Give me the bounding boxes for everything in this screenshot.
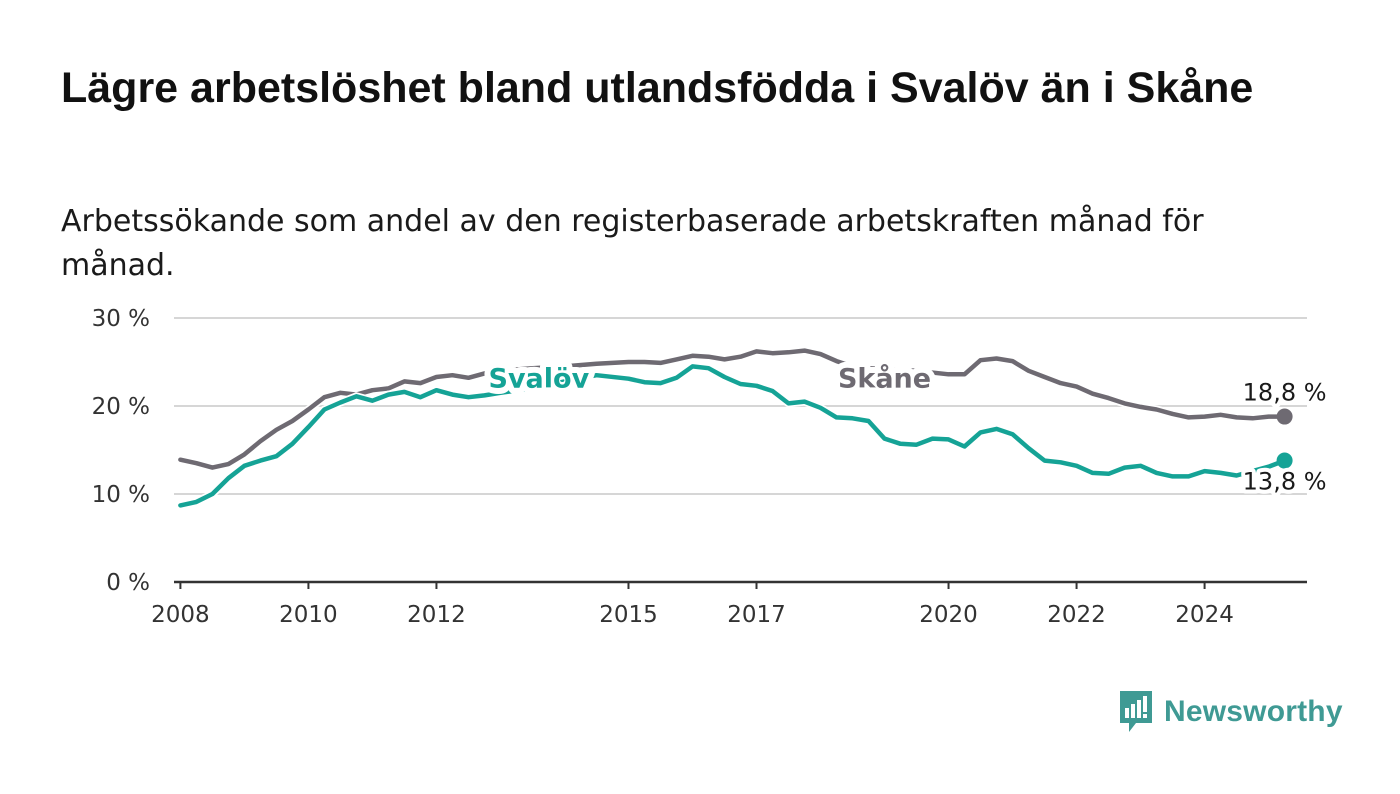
chart-subtitle: Arbetssökande som andel av den registerb… bbox=[61, 204, 1204, 283]
end-label-skane: 18,8 % bbox=[1243, 379, 1327, 407]
newsworthy-logo-icon bbox=[1120, 691, 1152, 732]
end-point-sk-ne bbox=[1276, 408, 1293, 425]
y-tick-label: 20 % bbox=[92, 394, 150, 420]
x-axis: 2008 2010 2012 2015 2017 2020 2022 2024 bbox=[151, 580, 1307, 628]
series-label-skane: Skåne bbox=[838, 363, 931, 395]
y-tick-label: 30 % bbox=[92, 306, 150, 332]
series-label-svalov-halo: Svalöv bbox=[489, 364, 590, 395]
newsworthy-brand: Newsworthy bbox=[1118, 689, 1343, 735]
brand-name: Newsworthy bbox=[1164, 695, 1343, 728]
series-line-halo bbox=[179, 362, 1287, 510]
gridlines bbox=[174, 317, 1307, 495]
y-axis-labels: 0 % 10 % 20 % 30 % bbox=[92, 306, 150, 596]
series-label-skane-halo: Skåne bbox=[838, 363, 931, 395]
end-point-sval-v bbox=[1276, 452, 1293, 469]
end-label-svalov: 13,8 % bbox=[1243, 468, 1327, 496]
x-tick-label: 2012 bbox=[407, 602, 466, 628]
x-tick-label: 2022 bbox=[1047, 602, 1106, 628]
series-line-sk-ne bbox=[178, 348, 1287, 470]
x-tick-label: 2020 bbox=[919, 602, 978, 628]
x-tick-label: 2010 bbox=[279, 602, 338, 628]
end-label-svalov-halo: 13,8 % bbox=[1243, 468, 1327, 496]
chart-title: Lägre arbetslöshet bland utlandsfödda i … bbox=[61, 64, 1254, 112]
series-line-sval-v bbox=[178, 364, 1287, 508]
x-tick-label: 2008 bbox=[151, 602, 210, 628]
x-tick-label: 2024 bbox=[1175, 602, 1234, 628]
x-tick-label: 2015 bbox=[599, 602, 658, 628]
series-line-halo bbox=[179, 346, 1285, 472]
y-tick-label: 10 % bbox=[92, 482, 150, 508]
end-label-skane-halo: 18,8 % bbox=[1243, 379, 1327, 407]
series-lines bbox=[178, 346, 1293, 510]
x-tick-label: 2017 bbox=[727, 602, 786, 628]
y-tick-label: 0 % bbox=[106, 570, 150, 596]
series-label-svalov: Svalöv bbox=[489, 364, 590, 395]
